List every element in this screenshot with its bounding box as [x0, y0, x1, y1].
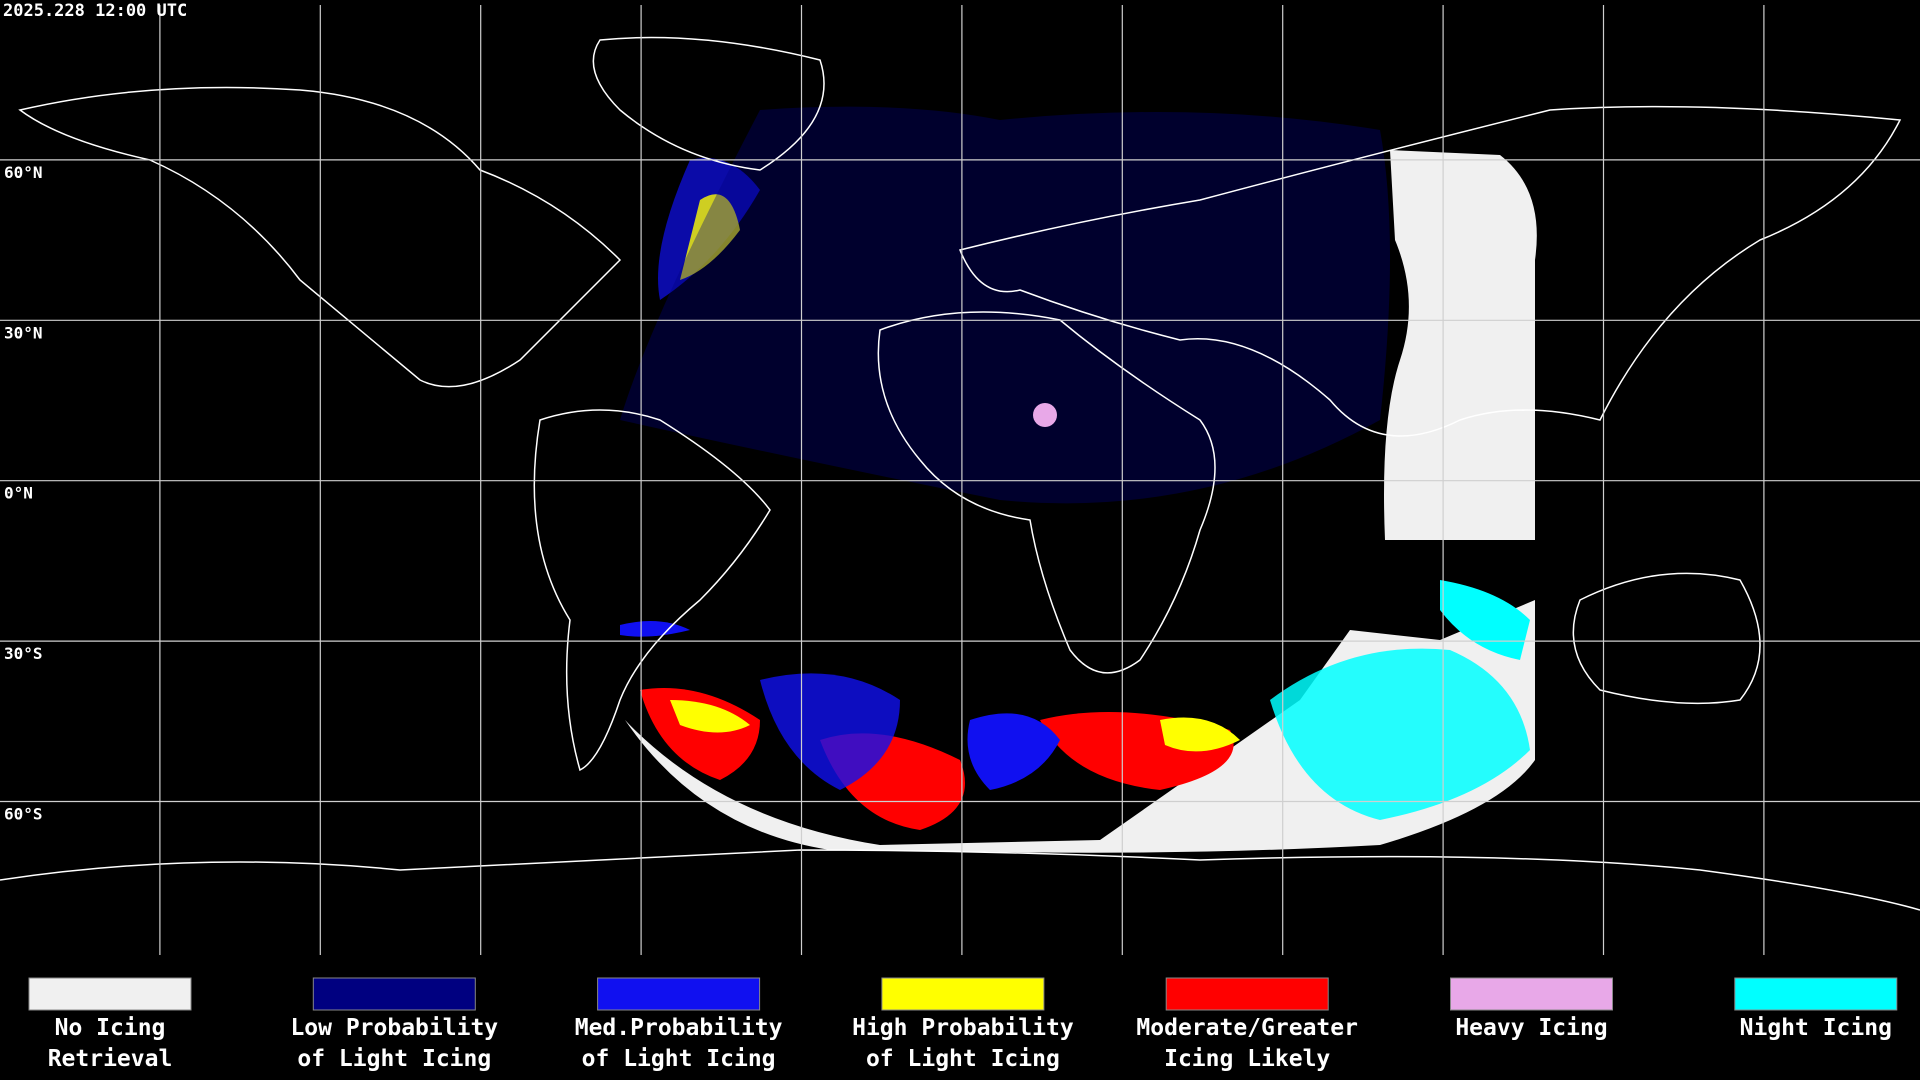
- lat-label: 0°N: [4, 484, 33, 503]
- legend-label: Low Probability: [290, 1015, 498, 1041]
- icing-area: [640, 688, 760, 780]
- no-icing-area: [625, 600, 1535, 853]
- coastline: [958, 105, 1902, 437]
- lat-labels: 60°N 30°N 0°N 30°S 60°S: [4, 163, 43, 824]
- coastline: [18, 86, 622, 388]
- legend-label: Retrieval: [48, 1046, 173, 1072]
- legend-label: No Icing: [55, 1015, 166, 1041]
- legend-swatch: [1165, 977, 1329, 1011]
- legend-swatch: [881, 977, 1045, 1011]
- legend-swatch: [28, 977, 192, 1011]
- icing-area: [680, 194, 740, 280]
- legend-label: Icing Likely: [1164, 1046, 1330, 1072]
- lat-label: 60°S: [4, 805, 43, 824]
- graticule: [0, 5, 1920, 955]
- icing-area: [670, 700, 750, 733]
- legend-label: Night Icing: [1740, 1015, 1892, 1041]
- night-icing-area: [1440, 580, 1530, 660]
- night-icing-area: [1270, 648, 1530, 820]
- legend-swatch: [312, 977, 476, 1011]
- coverage: [620, 106, 1537, 853]
- legend-label: Moderate/Greater: [1136, 1015, 1358, 1041]
- coastline: [1572, 572, 1761, 705]
- legend-label: of Light Icing: [866, 1046, 1060, 1072]
- legend-swatch: [1734, 977, 1898, 1011]
- icing-area: [1160, 717, 1240, 752]
- heavy-icing-spot: [1033, 403, 1057, 427]
- icing-area: [620, 106, 1390, 504]
- legend-swatch: [597, 977, 761, 1011]
- legend-swatch: [1450, 977, 1613, 1011]
- lat-label: 30°S: [4, 644, 43, 663]
- icing-area: [760, 673, 900, 790]
- lat-label: 60°N: [4, 163, 43, 182]
- legend-label: Heavy Icing: [1455, 1015, 1607, 1041]
- legend-label: of Light Icing: [582, 1046, 776, 1072]
- no-icing-area: [1384, 150, 1537, 540]
- coastline: [877, 311, 1216, 674]
- legend-background: [0, 955, 1920, 1080]
- lat-label: 30°N: [4, 323, 43, 342]
- coastline: [592, 36, 825, 171]
- timestamp: 2025.228 12:00 UTC: [3, 1, 187, 21]
- icing-area: [967, 713, 1060, 790]
- legend-label: of Light Icing: [297, 1046, 491, 1072]
- legend: No Icing Retrieval Low Probability of Light…: [28, 977, 1898, 1072]
- legend-label: Med.Probability: [575, 1015, 783, 1041]
- legend-label: High Probability: [852, 1015, 1074, 1041]
